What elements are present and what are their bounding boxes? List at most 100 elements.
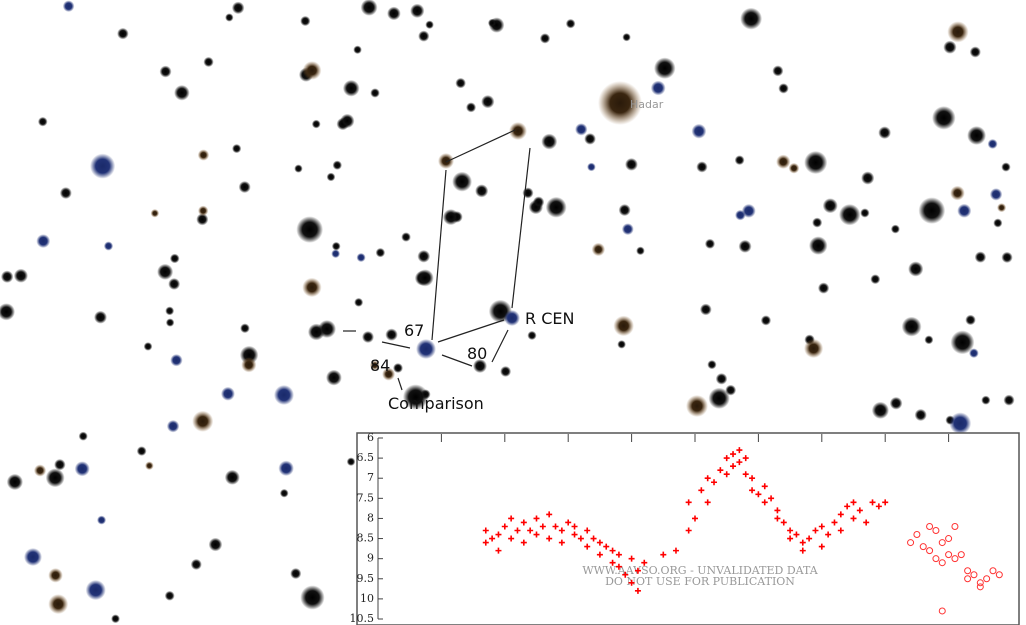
star <box>804 339 823 358</box>
watermark: DO NOT USE FOR PUBLICATION <box>605 575 795 588</box>
star <box>950 186 965 201</box>
star <box>443 209 459 225</box>
star <box>546 197 567 218</box>
star <box>312 120 321 129</box>
star <box>622 223 634 235</box>
star <box>438 153 454 169</box>
star <box>24 548 42 566</box>
star <box>778 83 788 93</box>
star <box>174 85 190 101</box>
star <box>823 198 838 213</box>
star <box>619 204 631 216</box>
star <box>839 204 860 225</box>
star <box>891 225 900 234</box>
star <box>0 303 15 320</box>
y-tick-label: 9 <box>367 552 374 565</box>
star <box>145 461 154 470</box>
star <box>354 298 363 307</box>
star <box>613 316 634 337</box>
star <box>343 80 360 97</box>
star <box>165 306 174 315</box>
star <box>198 206 208 216</box>
star <box>151 209 160 218</box>
star <box>488 19 497 28</box>
star <box>14 269 28 283</box>
star <box>296 216 323 243</box>
star <box>957 204 971 218</box>
star <box>192 411 213 432</box>
star <box>203 57 213 67</box>
star <box>970 46 981 57</box>
star <box>34 464 46 476</box>
star <box>94 311 107 324</box>
star <box>452 172 472 192</box>
star <box>361 0 378 16</box>
star <box>932 106 956 130</box>
star <box>393 363 403 373</box>
star <box>860 208 869 217</box>
star <box>416 339 436 359</box>
star <box>872 402 889 419</box>
star <box>622 33 630 41</box>
star <box>168 278 180 290</box>
star <box>290 568 301 579</box>
star <box>117 28 129 40</box>
star <box>902 317 922 337</box>
asterism-lines <box>343 130 530 390</box>
star <box>1001 162 1010 171</box>
star <box>997 203 1006 212</box>
star <box>716 373 728 385</box>
star <box>417 269 434 286</box>
star <box>988 139 998 149</box>
star <box>475 184 488 197</box>
star <box>97 516 106 525</box>
star <box>357 253 366 262</box>
star <box>300 585 324 609</box>
star <box>240 323 250 333</box>
star <box>772 65 783 76</box>
star <box>401 232 411 242</box>
star <box>500 366 511 377</box>
star <box>232 2 244 14</box>
star <box>170 354 182 366</box>
star <box>303 61 322 80</box>
star <box>705 239 715 249</box>
star <box>144 342 153 351</box>
star <box>533 196 544 207</box>
star <box>318 320 336 338</box>
star <box>804 151 827 174</box>
star <box>870 274 880 284</box>
star <box>587 163 596 172</box>
star <box>818 282 829 293</box>
star <box>761 315 771 325</box>
star <box>166 318 174 326</box>
star <box>225 13 233 21</box>
star <box>327 173 336 182</box>
star <box>739 240 752 253</box>
star <box>278 461 293 476</box>
star <box>692 124 707 139</box>
star <box>540 33 550 43</box>
star <box>160 66 172 78</box>
star <box>38 117 48 127</box>
star <box>696 161 707 172</box>
star <box>1 271 13 283</box>
comparison-label: Comparison <box>388 394 484 413</box>
star <box>965 315 975 325</box>
star <box>302 278 321 297</box>
star <box>353 45 362 54</box>
mag-label: 84 <box>370 356 390 375</box>
star <box>48 594 68 614</box>
star <box>651 81 666 96</box>
y-tick-label: 8.5 <box>357 532 375 545</box>
mag-label: 67 <box>404 321 424 340</box>
star <box>332 242 341 251</box>
y-tick-label: 7.5 <box>357 491 375 504</box>
star <box>776 155 790 169</box>
star <box>1003 395 1014 406</box>
star <box>333 160 342 169</box>
star <box>274 385 294 405</box>
star <box>326 370 342 386</box>
star <box>54 459 65 470</box>
star <box>908 261 923 276</box>
